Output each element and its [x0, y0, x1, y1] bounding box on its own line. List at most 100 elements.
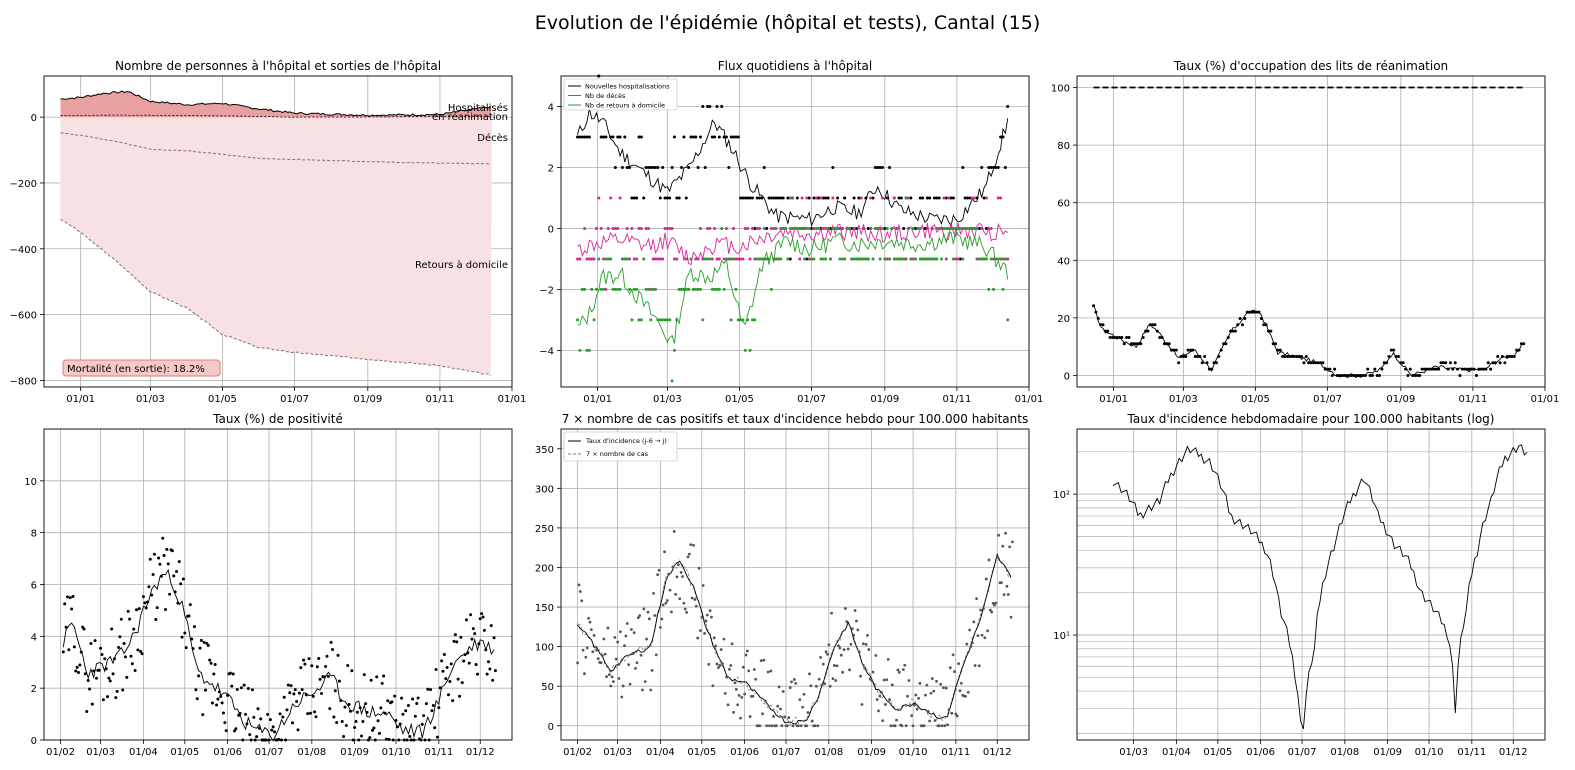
y-tick-label: 0 — [31, 113, 37, 124]
positivity-point — [444, 677, 447, 680]
panel-title: 7 × nombre de cas positifs et taux d'inc… — [562, 412, 1028, 426]
daily-point — [801, 227, 804, 230]
cases-point — [698, 567, 701, 570]
daily-point — [860, 196, 863, 199]
positivity-point — [400, 697, 403, 700]
cases-point — [647, 611, 650, 614]
cases-point — [678, 597, 681, 600]
daily-point — [708, 257, 711, 260]
cases-point — [836, 664, 839, 667]
positivity-point — [450, 662, 453, 665]
cases-point — [997, 534, 1000, 537]
cases-point — [931, 677, 934, 680]
cases-point — [872, 671, 875, 674]
positivity-point — [350, 669, 353, 672]
x-tick-label: 01/11 — [425, 394, 454, 405]
daily-point — [817, 227, 820, 230]
cases-point — [656, 573, 659, 576]
cases-point — [801, 706, 804, 709]
positivity-point — [194, 688, 197, 691]
y-tick-label: 4 — [548, 102, 554, 113]
positivity-point — [91, 703, 94, 706]
cases-point — [620, 696, 623, 699]
cases-point — [880, 691, 883, 694]
positivity-point — [182, 578, 185, 581]
x-tick-label: 01/03 — [136, 394, 165, 405]
positivity-point — [383, 712, 386, 715]
occupancy-point — [1168, 342, 1171, 345]
cases-point — [688, 553, 691, 556]
positivity-point — [475, 663, 478, 666]
positivity-point — [359, 706, 362, 709]
cases-point — [631, 652, 634, 655]
cases-point — [800, 724, 803, 727]
cases-point — [780, 724, 783, 727]
daily-point — [950, 227, 953, 230]
cases-point — [790, 680, 793, 683]
daily-point — [1002, 135, 1005, 138]
cases-point — [636, 661, 639, 664]
cases-point — [597, 657, 600, 660]
positivity-point — [87, 679, 90, 682]
daily-point — [661, 166, 664, 169]
daily-point — [985, 196, 988, 199]
positivity-point — [395, 719, 398, 722]
daily-point — [725, 135, 728, 138]
positivity-point — [464, 653, 467, 656]
positivity-point — [338, 680, 341, 683]
daily-point — [675, 318, 678, 321]
cases-point — [700, 616, 703, 619]
label-deces: Décès — [477, 132, 508, 144]
cases-point — [666, 599, 669, 602]
daily-point — [760, 257, 763, 260]
daily-point — [630, 318, 633, 321]
daily-point — [732, 227, 735, 230]
daily-point — [907, 227, 910, 230]
cases-point — [930, 692, 933, 695]
daily-point — [635, 257, 638, 260]
positivity-point — [332, 715, 335, 718]
daily-point — [647, 227, 650, 230]
occupancy-point — [1120, 336, 1123, 339]
cases-point — [807, 711, 810, 714]
positivity-point — [327, 675, 330, 678]
occupancy-point — [1269, 330, 1272, 333]
cases-point — [618, 677, 621, 680]
cases-point — [983, 636, 986, 639]
positivity-point — [408, 735, 411, 738]
positivity-point — [116, 690, 119, 693]
occupancy-point — [1458, 374, 1461, 377]
daily-point — [704, 166, 707, 169]
positivity-point — [85, 710, 88, 713]
occupancy-point — [1385, 361, 1388, 364]
daily-point — [685, 257, 688, 260]
daily-point — [701, 105, 704, 108]
positivity-point — [70, 608, 73, 611]
cases-point — [1003, 593, 1006, 596]
cases-point — [593, 634, 596, 637]
cases-point — [865, 643, 868, 646]
cases-point — [916, 708, 919, 711]
positivity-point — [223, 721, 226, 724]
positivity-point — [372, 726, 375, 729]
daily-point — [590, 288, 593, 291]
positivity-point — [196, 697, 199, 700]
daily-point — [604, 135, 607, 138]
daily-point — [593, 257, 596, 260]
daily-point — [812, 257, 815, 260]
occupancy-point — [1503, 361, 1506, 364]
daily-point — [583, 288, 586, 291]
positivity-point — [258, 727, 261, 730]
positivity-point — [334, 689, 337, 692]
y-tick-label: 100 — [1051, 84, 1070, 95]
daily-point — [697, 166, 700, 169]
cases-point — [642, 608, 645, 611]
positivity-line — [63, 570, 494, 741]
cases-point — [971, 642, 974, 645]
daily-point — [583, 227, 586, 230]
cases-point — [950, 712, 953, 715]
positivity-point — [121, 689, 124, 692]
positivity-point — [216, 698, 219, 701]
cases-point — [948, 708, 951, 711]
positivity-point — [165, 548, 168, 551]
